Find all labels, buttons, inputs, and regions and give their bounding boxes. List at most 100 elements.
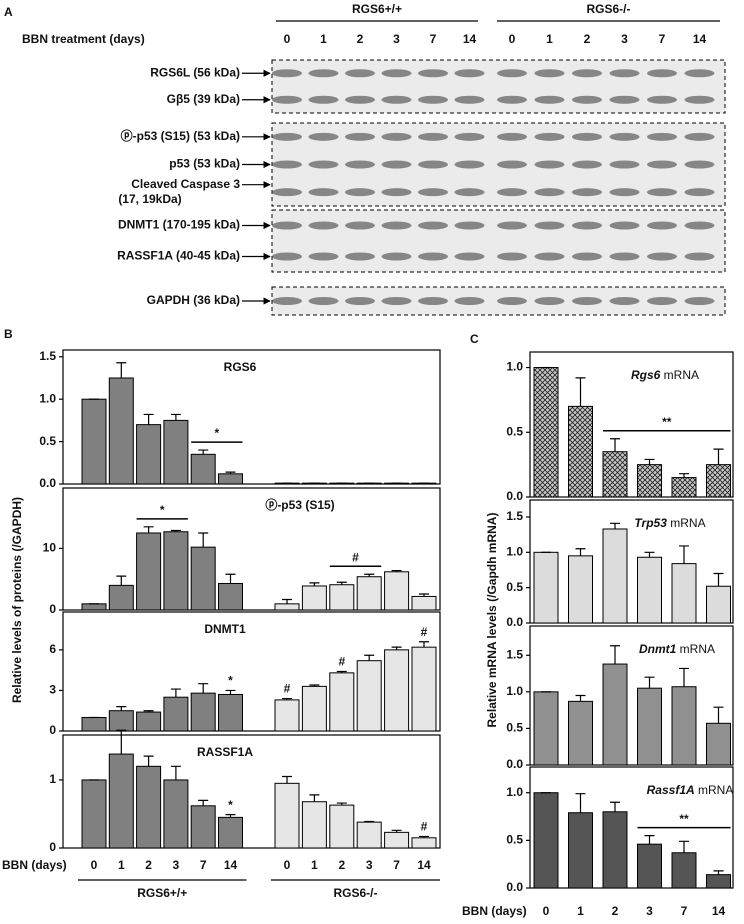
blot-band — [418, 252, 448, 261]
y-tick-label: 1.5 — [506, 509, 523, 523]
significance-mark: * — [160, 503, 165, 517]
significance-mark: ** — [662, 415, 672, 429]
y-tick-label: 0.5 — [506, 424, 523, 438]
blot-band — [381, 132, 412, 141]
blot-band — [418, 188, 448, 197]
error-bar — [309, 794, 320, 802]
error-bar — [309, 684, 320, 687]
blot-band — [572, 252, 602, 261]
significance-mark: # — [352, 550, 359, 564]
blot-band — [647, 221, 677, 230]
blot-band — [497, 160, 527, 169]
blot-band — [684, 160, 715, 169]
blot-box — [271, 59, 726, 114]
blot-box — [271, 209, 726, 273]
blot-band — [418, 160, 448, 169]
group-label: RGS6+/+ — [352, 2, 402, 16]
blot-band — [497, 188, 527, 197]
error-bar — [610, 438, 620, 452]
bar — [671, 686, 697, 766]
error-bar — [713, 706, 724, 724]
bar — [602, 451, 628, 498]
bar — [218, 473, 243, 485]
bar — [81, 398, 107, 485]
x-tick-label: 2 — [612, 904, 619, 918]
x-tick-label: 7 — [200, 858, 207, 872]
blot-band — [454, 221, 485, 230]
bar — [602, 663, 628, 766]
lane-label: 3 — [621, 32, 628, 46]
group-label: RGS6-/- — [333, 886, 377, 900]
bar — [190, 453, 216, 485]
y-tick-label: 0 — [49, 602, 56, 616]
blot-band — [308, 297, 339, 305]
y-tick-label: 0 — [49, 840, 56, 854]
blot-band — [272, 160, 302, 169]
blot-band — [418, 95, 448, 104]
blot-band — [609, 160, 640, 169]
error-bar — [198, 532, 209, 548]
panel-label: C — [470, 332, 479, 346]
error-bar — [198, 799, 209, 806]
blot-band — [272, 69, 302, 78]
bar — [637, 843, 662, 889]
bar — [706, 585, 731, 624]
chart-title: Dnmt1 mRNA — [639, 642, 715, 656]
bar — [81, 716, 107, 732]
blot-band — [572, 297, 602, 305]
bar — [602, 528, 628, 624]
bar — [190, 692, 216, 732]
error-bar — [419, 593, 429, 597]
chart-title: Trp53 mRNA — [634, 516, 705, 530]
significance-mark: # — [421, 625, 428, 639]
blot-band — [534, 188, 565, 197]
blot-band — [381, 95, 412, 104]
title-text: ⓟ-p53 (S15) — [265, 497, 334, 512]
error-bar — [679, 667, 689, 687]
blot-band — [308, 95, 339, 104]
blot-band — [381, 69, 412, 78]
blot-band — [381, 221, 412, 230]
x-axis-label: BBN (days) — [2, 858, 67, 872]
lane-label: 1 — [320, 32, 327, 46]
blot-band — [345, 252, 375, 261]
bar — [108, 377, 134, 485]
error-bar — [116, 706, 127, 711]
x-tick-label: 0 — [543, 904, 550, 918]
blot-band — [534, 95, 565, 104]
y-tick-label: 0.0 — [506, 880, 523, 894]
error-bar — [644, 551, 655, 558]
error-bar — [225, 689, 236, 695]
significance-mark: * — [228, 798, 233, 812]
blot-band — [497, 297, 527, 305]
bar — [163, 419, 189, 485]
x-tick-label: 1 — [118, 858, 125, 872]
blot-band — [609, 188, 640, 197]
blot-label: ⓟ-p53 (S15) (53 kDa) — [121, 128, 240, 143]
bar — [706, 722, 731, 766]
blot-band — [272, 95, 302, 104]
error-bar — [143, 710, 154, 713]
y-tick-label: 1 — [49, 772, 56, 786]
blot-label: RGS6L (56 kDa) — [150, 65, 240, 79]
error-bar — [143, 526, 154, 533]
error-bar — [309, 582, 320, 586]
lane-label: 0 — [509, 32, 516, 46]
bar — [274, 603, 300, 611]
x-tick-label: 14 — [417, 858, 431, 872]
bar — [533, 691, 559, 766]
significance-mark: # — [338, 655, 345, 669]
x-tick-label: 3 — [173, 858, 180, 872]
bar — [411, 837, 437, 849]
blot-band — [609, 95, 640, 104]
error-bar — [116, 575, 127, 586]
blot-label: Gβ5 (39 kDa) — [167, 92, 240, 106]
group-label: RGS6+/+ — [137, 886, 187, 900]
y-tick-label: 0.0 — [39, 476, 56, 490]
bar — [568, 700, 593, 766]
bar — [356, 660, 382, 732]
blot-band — [308, 252, 339, 261]
title-text: mRNA — [680, 642, 715, 656]
y-tick-label: 1.5 — [39, 349, 56, 363]
error-bar — [282, 775, 292, 784]
